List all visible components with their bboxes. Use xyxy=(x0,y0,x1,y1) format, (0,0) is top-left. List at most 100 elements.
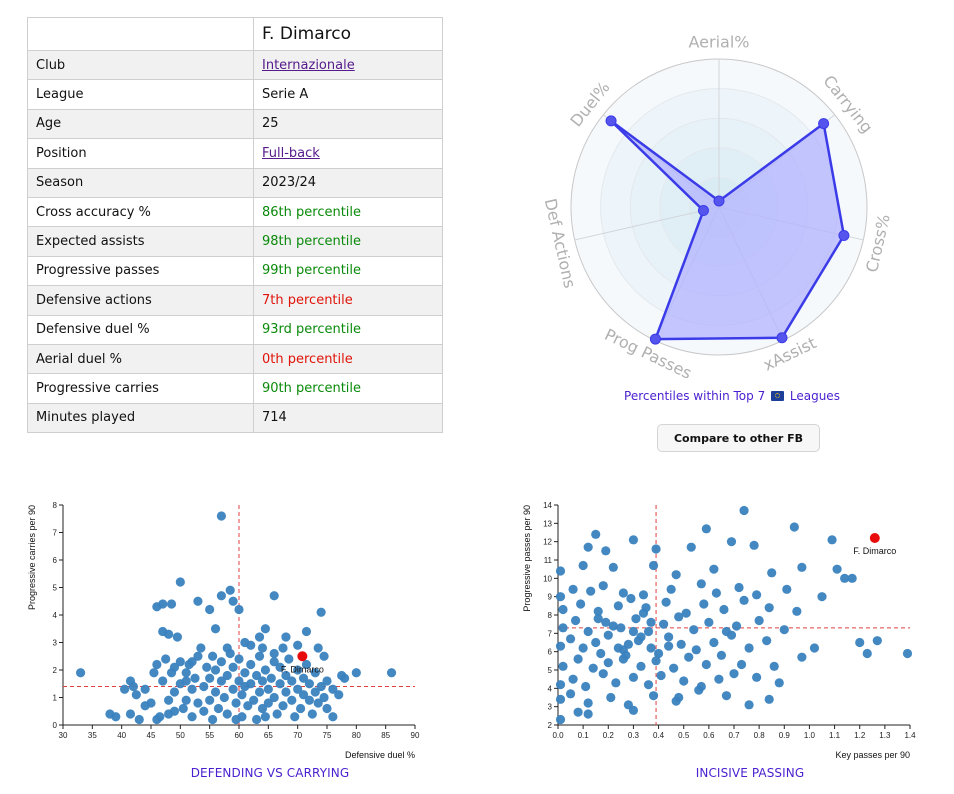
radar-caption-text: Percentiles within Top 7 xyxy=(624,389,766,403)
data-point xyxy=(298,673,309,683)
data-point xyxy=(386,668,397,678)
profile-row: League Serie A xyxy=(27,79,443,110)
x-tick-label: 0.4 xyxy=(653,731,665,740)
profile-row-value: 2023/24 xyxy=(262,175,317,191)
profile-row-label: Expected assists xyxy=(27,226,254,257)
radar-caption: Percentiles within Top 7 Leagues xyxy=(560,389,904,403)
data-point xyxy=(555,714,566,725)
data-point xyxy=(322,703,332,714)
data-point xyxy=(616,623,626,633)
y-axis-title: Progressive passes per 90 xyxy=(522,505,532,612)
data-point xyxy=(260,624,270,634)
data-point xyxy=(158,599,168,609)
data-point xyxy=(855,637,865,648)
data-point xyxy=(187,712,197,722)
x-tick-label: 50 xyxy=(176,731,185,740)
data-point xyxy=(219,692,229,703)
data-point xyxy=(210,665,221,675)
profile-row-value: 86th percentile xyxy=(262,204,362,220)
data-point xyxy=(263,684,273,694)
data-point xyxy=(237,690,247,700)
data-point xyxy=(275,679,285,689)
data-point xyxy=(631,614,641,624)
data-point xyxy=(555,694,566,704)
data-point xyxy=(606,692,616,703)
data-point xyxy=(779,625,789,635)
data-point xyxy=(210,687,221,697)
data-point xyxy=(565,634,576,644)
data-point xyxy=(175,657,185,667)
scatter-incisive-passing: 0.0 0.1 0.2 0.3 0.4 0.5 0.6 0.7 0.8 0.9 1.0 1.1 1.2 1… xyxy=(522,501,916,760)
data-point xyxy=(555,566,566,576)
data-point xyxy=(328,712,338,722)
radar-point xyxy=(713,195,725,207)
data-point xyxy=(681,608,691,618)
data-point xyxy=(252,670,262,681)
profile-row-value: 99th percentile xyxy=(262,263,362,279)
data-point xyxy=(711,588,721,598)
data-point xyxy=(601,617,611,627)
data-point xyxy=(257,703,268,714)
profile-link[interactable]: Internazionale xyxy=(262,57,355,73)
x-tick-label: 80 xyxy=(352,731,361,740)
data-point xyxy=(729,669,739,679)
data-point xyxy=(739,595,749,605)
data-point xyxy=(782,584,792,594)
profile-link[interactable]: Full-back xyxy=(262,145,320,161)
data-point xyxy=(222,643,232,653)
player-profile-table: F. Dimarco Club Internazionale League Serie… xyxy=(27,17,443,434)
data-point xyxy=(319,692,329,703)
player-name: F. Dimarco xyxy=(253,17,443,51)
profile-row-label: Club xyxy=(27,49,254,81)
data-point xyxy=(709,637,719,648)
data-point xyxy=(287,695,297,705)
data-point xyxy=(656,670,666,681)
data-point xyxy=(593,614,603,624)
data-point xyxy=(752,672,762,682)
profile-row-value-cell: Internazionale xyxy=(253,49,443,81)
data-point xyxy=(679,676,689,686)
data-point xyxy=(827,535,837,545)
radar-spoke xyxy=(574,206,720,241)
data-point xyxy=(653,648,664,659)
data-point xyxy=(199,706,209,716)
data-point xyxy=(246,679,256,689)
data-point xyxy=(583,698,593,708)
data-point xyxy=(128,681,138,692)
profile-header-blank xyxy=(27,17,254,51)
data-point xyxy=(719,604,729,615)
y-axis-title: Progressive carries per 90 xyxy=(27,505,37,610)
data-point xyxy=(310,687,320,697)
profile-row-value-cell: Serie A xyxy=(253,79,443,110)
data-point xyxy=(296,703,306,714)
radar-area xyxy=(610,119,846,341)
y-tick-label: 12 xyxy=(543,538,552,547)
data-point xyxy=(666,584,676,594)
data-point xyxy=(228,596,238,606)
data-point xyxy=(257,643,268,653)
data-point xyxy=(205,673,215,683)
x-tick-label: 0.3 xyxy=(628,731,640,740)
data-point xyxy=(767,568,777,578)
radar-axis-label: Aerial% xyxy=(689,33,750,52)
data-point xyxy=(689,625,699,635)
data-point xyxy=(225,585,235,595)
x-tick-label: 0.7 xyxy=(728,731,740,740)
y-tick-label: 6 xyxy=(548,648,553,657)
data-point xyxy=(175,577,185,587)
compare-button[interactable]: Compare to other FB xyxy=(657,424,820,452)
data-point xyxy=(613,601,623,611)
profile-table-body: F. Dimarco Club Internazionale League Serie… xyxy=(27,17,443,434)
data-point xyxy=(669,663,679,673)
profile-row: Position Full-back xyxy=(27,138,443,169)
data-point xyxy=(862,648,872,659)
data-point xyxy=(618,588,628,598)
data-point xyxy=(249,695,259,705)
data-point xyxy=(661,597,671,607)
data-point xyxy=(208,651,218,661)
data-point xyxy=(222,709,232,719)
data-point xyxy=(313,698,323,708)
data-point xyxy=(231,698,241,708)
x-axis-title: Key passes per 90 xyxy=(835,750,910,760)
y-tick-label: 0 xyxy=(53,721,58,730)
